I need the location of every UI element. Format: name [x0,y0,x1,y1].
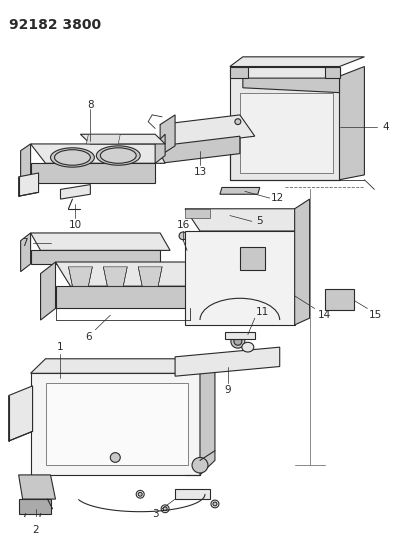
Circle shape [192,457,208,473]
Polygon shape [40,262,55,320]
Circle shape [136,490,144,498]
Polygon shape [19,499,51,514]
Text: 5: 5 [257,216,263,227]
Polygon shape [190,251,205,286]
Polygon shape [80,134,165,144]
Text: 14: 14 [318,310,331,320]
Polygon shape [30,233,170,251]
Polygon shape [200,359,215,475]
Text: 8: 8 [87,100,94,110]
Polygon shape [225,332,255,340]
Polygon shape [230,67,339,180]
Polygon shape [230,57,364,67]
Circle shape [222,211,228,216]
Text: 2: 2 [32,525,39,533]
Circle shape [110,453,120,462]
Polygon shape [30,251,160,264]
Polygon shape [160,115,175,156]
Text: 9: 9 [225,385,231,395]
Polygon shape [230,67,248,78]
Ellipse shape [242,342,254,352]
Polygon shape [339,67,364,180]
Polygon shape [160,136,240,163]
Polygon shape [185,209,310,231]
Polygon shape [160,115,255,146]
Ellipse shape [51,148,94,167]
Ellipse shape [100,148,136,163]
Polygon shape [69,267,92,286]
Circle shape [196,490,204,498]
Polygon shape [295,199,310,325]
Circle shape [235,119,241,125]
Polygon shape [175,347,280,376]
Polygon shape [325,67,339,78]
Text: 4: 4 [382,122,388,132]
Polygon shape [9,386,32,441]
Polygon shape [30,163,155,183]
Text: 7: 7 [21,238,28,248]
Polygon shape [19,475,55,499]
Text: 16: 16 [177,220,190,230]
Text: 6: 6 [85,332,92,342]
Polygon shape [325,289,354,310]
Polygon shape [175,489,210,499]
Polygon shape [30,359,215,373]
Text: 12: 12 [271,193,284,203]
Polygon shape [55,286,190,309]
Circle shape [213,502,217,506]
Text: 13: 13 [193,167,207,177]
Polygon shape [55,262,205,286]
Text: 15: 15 [369,310,382,320]
Polygon shape [220,188,260,194]
Polygon shape [243,78,339,93]
Text: 92182 3800: 92182 3800 [9,18,101,32]
Circle shape [211,500,219,508]
Polygon shape [30,144,165,163]
Circle shape [161,505,169,513]
Polygon shape [155,134,165,163]
Circle shape [163,507,167,511]
Circle shape [211,212,219,220]
Circle shape [234,337,242,345]
Ellipse shape [55,150,90,165]
Circle shape [198,492,202,496]
Ellipse shape [96,146,140,165]
Polygon shape [240,247,265,270]
Text: 10: 10 [69,220,82,230]
Text: 1: 1 [57,342,64,352]
Polygon shape [21,144,30,189]
Circle shape [231,335,245,348]
Circle shape [138,492,142,496]
Polygon shape [185,231,295,325]
Polygon shape [240,93,333,173]
Polygon shape [46,383,188,465]
Polygon shape [30,373,200,475]
Circle shape [179,232,187,240]
Polygon shape [138,267,162,286]
Text: 11: 11 [256,308,269,317]
Polygon shape [103,267,127,286]
Text: 3: 3 [152,508,158,519]
Polygon shape [19,173,38,196]
Polygon shape [21,233,30,272]
Polygon shape [61,184,90,199]
Polygon shape [86,134,120,144]
Polygon shape [185,209,210,219]
